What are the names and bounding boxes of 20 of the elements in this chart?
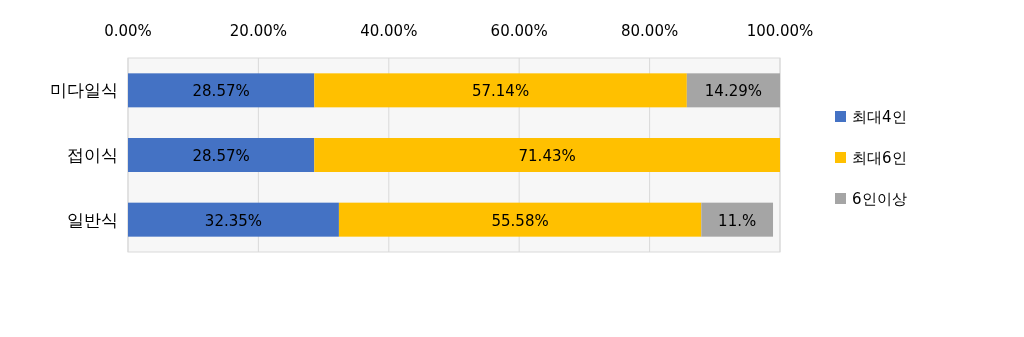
category: 일반식 bbox=[67, 209, 118, 230]
legend-label: 최대4인 bbox=[852, 108, 907, 126]
category: 미다일식 bbox=[50, 80, 118, 101]
legend-label: 최대6인 bbox=[852, 149, 907, 167]
data-label: 28.57% bbox=[192, 147, 250, 165]
x-tick: 0.00% bbox=[104, 22, 152, 40]
category: 접이식 bbox=[67, 145, 118, 165]
legend-label: 6인이상 bbox=[852, 190, 907, 208]
data-label: 11.% bbox=[718, 211, 757, 230]
x-tick: 60.00% bbox=[490, 22, 548, 40]
data-label: 14.29% bbox=[704, 82, 762, 101]
x-tick: 80.00% bbox=[621, 22, 679, 40]
x-tick: 40.00% bbox=[360, 22, 418, 40]
data-label: 32.35% bbox=[204, 211, 263, 230]
data-label: 57.14% bbox=[471, 82, 530, 101]
x-tick: 20.00% bbox=[229, 22, 287, 40]
x-tick: 100.00% bbox=[746, 22, 814, 40]
data-label: 55.58% bbox=[491, 211, 549, 230]
data-label: 28.57% bbox=[192, 82, 250, 101]
data-label: 71.43% bbox=[518, 147, 576, 165]
